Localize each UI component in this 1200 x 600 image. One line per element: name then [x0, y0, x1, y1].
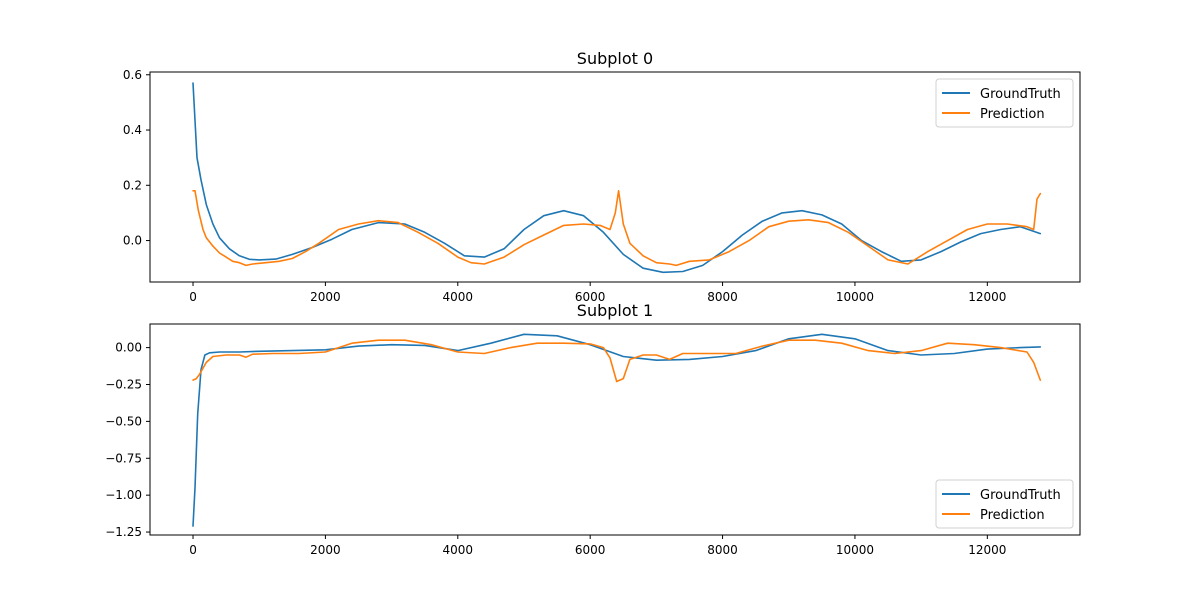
y-tick-label: 0.0 [123, 234, 142, 248]
subplot-1-title: Subplot 1 [577, 301, 653, 320]
subplot-0-ticks: 0 2000 4000 6000 8000 10000 12000 0.0 0.2 0.4 0.6 [123, 68, 1007, 304]
x-tick-label: 2000 [310, 543, 341, 557]
y-tick-label: −0.50 [105, 414, 142, 428]
x-tick-label: 6000 [575, 290, 606, 304]
x-tick-label: 4000 [443, 290, 474, 304]
legend-label: GroundTruth [980, 488, 1061, 503]
subplot-1-ticks: 0 2000 4000 6000 8000 10000 12000 −1.25 −1.00 −0.… [105, 341, 1006, 557]
legend-label: GroundTruth [980, 87, 1061, 102]
x-tick-label: 0 [189, 290, 197, 304]
x-tick-label: 4000 [443, 543, 474, 557]
subplot-0: Subplot 0 0 2000 4000 6000 8000 10000 12000 0.0… [123, 49, 1081, 304]
x-tick-label: 10000 [836, 543, 874, 557]
x-tick-label: 10000 [836, 290, 874, 304]
subplot-0-axes-frame [149, 71, 1081, 283]
legend-label: Prediction [980, 508, 1045, 523]
y-tick-label: −0.75 [105, 451, 142, 465]
subplot-1-series [192, 333, 1042, 527]
legend-box [935, 479, 1074, 529]
x-tick-label: 6000 [575, 543, 606, 557]
x-tick-label: 2000 [310, 290, 341, 304]
x-tick-label: 0 [189, 543, 197, 557]
subplot-1: Subplot 1 0 2000 4000 6000 8000 10000 12000 −1.… [105, 301, 1081, 557]
subplot-1-legend: GroundTruth Prediction [935, 479, 1074, 529]
y-tick-label: 0.2 [123, 178, 142, 192]
series-line-prediction [192, 339, 1042, 383]
x-tick-label: 8000 [707, 290, 738, 304]
legend-label: Prediction [980, 107, 1045, 122]
series-line-prediction [192, 190, 1042, 267]
y-tick-label: 0.4 [123, 123, 142, 137]
y-tick-label: −1.25 [105, 525, 142, 539]
series-line-groundtruth [192, 82, 1042, 274]
subplot-1-axes-frame [149, 323, 1081, 536]
y-tick-label: 0.00 [115, 341, 142, 355]
subplot-0-title: Subplot 0 [577, 49, 653, 68]
x-tick-label: 12000 [968, 543, 1006, 557]
subplot-0-legend: GroundTruth Prediction [935, 78, 1074, 128]
y-tick-label: 0.6 [123, 68, 142, 82]
series-line-groundtruth [192, 333, 1042, 527]
subplot-0-series [192, 82, 1042, 274]
x-tick-label: 12000 [968, 290, 1006, 304]
x-tick-label: 8000 [707, 543, 738, 557]
y-tick-label: −0.25 [105, 377, 142, 391]
y-tick-label: −1.00 [105, 488, 142, 502]
legend-box [935, 78, 1074, 128]
